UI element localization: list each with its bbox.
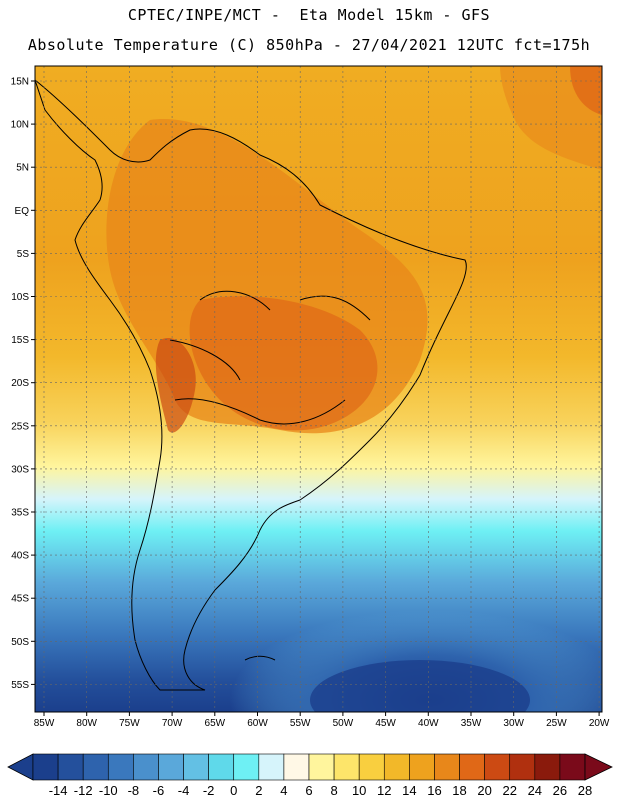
colorbar-swatch — [409, 753, 435, 781]
colorbar-swatch — [233, 753, 260, 781]
map-title-line2: Absolute Temperature (C) 850hPa - 27/04/… — [27, 36, 591, 54]
lat-label: 50S — [11, 637, 29, 648]
colorbar-swatch — [459, 753, 485, 781]
lat-label: 35S — [11, 508, 29, 519]
colorbar-label: -2 — [203, 783, 215, 798]
colorbar-label: 18 — [452, 783, 466, 798]
colorbar-swatch — [82, 753, 109, 781]
lon-label: 60W — [247, 718, 268, 729]
lat-label: 30S — [11, 464, 29, 475]
lon-label: 70W — [162, 718, 183, 729]
lat-label: 20S — [11, 378, 29, 389]
colorbar-swatch — [484, 753, 511, 781]
colorbar-swatch — [158, 753, 184, 781]
colorbar-label: 6 — [305, 783, 312, 798]
colorbar-label: 10 — [352, 783, 366, 798]
lat-label: 40S — [11, 551, 29, 562]
lat-label: 15S — [11, 335, 29, 346]
lat-label: 15N — [11, 77, 29, 88]
colorbar-swatch — [383, 753, 410, 781]
lon-label: 25W — [546, 718, 567, 729]
colorbar-label: 22 — [502, 783, 516, 798]
colorbar: -14 -12 -10 -8 -6 -4 -2 0 2 4 6 8 10 12 14 16 18 20 22 24 26… — [7, 753, 613, 798]
map-title-line1: CPTEC/INPE/MCT - Eta Model 15km - GFS — [127, 6, 491, 24]
colorbar-swatch — [308, 753, 335, 781]
colorbar-swatch — [358, 753, 385, 781]
lon-label: 50W — [333, 718, 354, 729]
lon-label: 40W — [418, 718, 439, 729]
colorbar-label: -10 — [99, 783, 118, 798]
colorbar-swatch — [333, 753, 360, 781]
lat-label: 25S — [11, 421, 29, 432]
lon-label: 45W — [375, 718, 396, 729]
lat-label: 10N — [11, 120, 29, 131]
lon-label: 55W — [290, 718, 311, 729]
lat-label: 5S — [17, 249, 30, 260]
colorbar-swatch — [534, 753, 561, 781]
map-frame — [34, 65, 603, 713]
lon-label: 20W — [589, 718, 610, 729]
lon-label: 80W — [76, 718, 97, 729]
colorbar-swatch — [133, 753, 159, 781]
colorbar-label: -14 — [49, 783, 68, 798]
lon-label: 35W — [461, 718, 482, 729]
lat-label: 10S — [11, 292, 29, 303]
lat-label: EQ — [15, 206, 30, 217]
colorbar-label: 2 — [255, 783, 262, 798]
colorbar-swatch — [57, 753, 84, 781]
colorbar-label: 14 — [402, 783, 416, 798]
colorbar-label: 28 — [578, 783, 592, 798]
colorbar-arrow-high — [584, 753, 613, 781]
colorbar-swatch — [107, 753, 134, 781]
colorbar-arrow-low — [7, 753, 34, 781]
colorbar-swatch — [258, 753, 285, 781]
colorbar-label: 0 — [230, 783, 237, 798]
lon-label: 75W — [119, 718, 140, 729]
colorbar-label: -12 — [74, 783, 93, 798]
colorbar-label: 26 — [553, 783, 567, 798]
lon-label: 30W — [503, 718, 524, 729]
colorbar-label: 16 — [427, 783, 441, 798]
colorbar-label: 20 — [477, 783, 491, 798]
lon-label: 85W — [34, 718, 55, 729]
colorbar-swatch — [183, 753, 209, 781]
latitude-axis: 15N 10N 5N EQ 5S 10S 15S 20S 25S 30S 35S 40S 45S 50S 5… — [11, 77, 35, 691]
colorbar-label: 4 — [280, 783, 287, 798]
colorbar-label: -8 — [128, 783, 140, 798]
colorbar-swatch — [283, 753, 310, 781]
colorbar-label: 24 — [528, 783, 542, 798]
colorbar-swatch — [509, 753, 536, 781]
coastlines — [35, 79, 467, 691]
colorbar-label: 8 — [330, 783, 337, 798]
lon-label: 65W — [205, 718, 226, 729]
colorbar-swatch — [208, 753, 235, 781]
colorbar-label: -6 — [153, 783, 165, 798]
colorbar-swatch — [559, 753, 586, 781]
lat-label: 55S — [11, 680, 29, 691]
temperature-field — [35, 66, 602, 712]
colorbar-label: 12 — [377, 783, 391, 798]
lat-label: 5N — [16, 163, 29, 174]
lat-label: 45S — [11, 594, 29, 605]
longitude-axis: 85W 80W 75W 70W 65W 60W 55W 50W 45W 40W 35W 30W 25W 2… — [34, 712, 610, 729]
colorbar-label: -4 — [178, 783, 190, 798]
colorbar-swatch — [32, 753, 59, 781]
colorbar-swatch — [434, 753, 460, 781]
